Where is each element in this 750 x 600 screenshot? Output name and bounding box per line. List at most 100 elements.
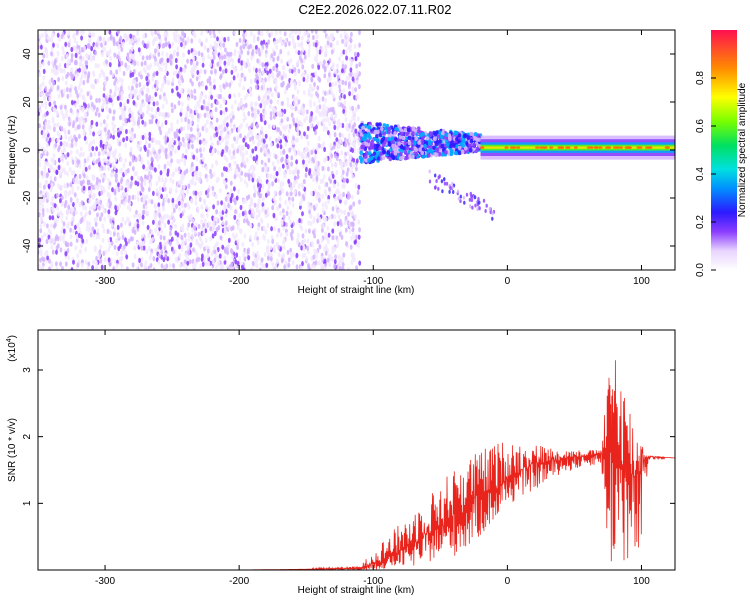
spectrogram-cell: [257, 198, 261, 204]
spectrogram-cell: [259, 193, 263, 199]
spectrogram-cell: [163, 75, 167, 81]
spectrogram-cell: [138, 107, 142, 114]
spectrogram-cell: [312, 126, 316, 132]
spectrogram-cell: [336, 74, 340, 80]
spectrogram-cell: [138, 242, 142, 248]
spectrogram-cell: [196, 100, 199, 106]
spectrogram-cell: [338, 122, 342, 128]
spectrogram-cell: [178, 193, 182, 199]
spectrogram-cell: [232, 125, 236, 131]
spectrogram-cell: [186, 201, 190, 208]
spectrogram-cell: [233, 214, 237, 220]
spectrogram-cell: [266, 222, 270, 228]
spectrogram-cell: [121, 234, 125, 240]
spectrogram-cell: [271, 261, 275, 267]
spectrogram-cell: [121, 41, 125, 47]
spectrogram-cell: [112, 109, 116, 115]
spectrogram-cell: [167, 153, 171, 159]
spectrogram-cell: [258, 187, 262, 193]
spectrogram-cell: [232, 154, 236, 160]
spectrogram-cell: [224, 220, 228, 226]
spectrogram-cell: [60, 195, 64, 201]
spectrogram-cell: [330, 256, 333, 262]
spectrogram-cell: [223, 98, 226, 105]
spectrogram-cell: [222, 69, 225, 75]
spectrogram-cell: [118, 152, 122, 158]
spectrogram-cell: [328, 82, 332, 88]
spectrogram-cell: [279, 144, 283, 150]
spectrogram-cell: [104, 131, 108, 137]
spectrogram-cell: [289, 251, 293, 257]
spectrogram-cell: [122, 70, 126, 77]
spectrogram-cell: [433, 136, 437, 142]
spectrogram-cell: [38, 237, 42, 243]
spectrogram-cell: [235, 195, 239, 201]
spectrogram-cell: [334, 254, 337, 260]
spectrogram-cell: [256, 182, 260, 188]
spectrogram-cell: [320, 143, 324, 150]
spectrogram-cell: [89, 56, 93, 63]
spectrogram-cell: [124, 142, 127, 148]
spectrogram-cell: [296, 137, 299, 143]
spectrogram-cell: [38, 173, 41, 179]
spectrogram-cell: [70, 57, 74, 63]
spectrogram-cell: [180, 179, 184, 185]
spectrogram-cell: [87, 103, 90, 109]
spectrogram-cell: [153, 212, 157, 218]
spectrogram-cell: [160, 122, 164, 128]
spectrogram-cell: [146, 151, 150, 158]
spectrogram-cell: [195, 170, 199, 177]
spectrogram-cell: [282, 240, 285, 246]
spectrogram-cell: [55, 169, 59, 175]
spectrogram-cell: [163, 30, 167, 36]
spectrogram-cell: [227, 237, 231, 243]
spectrogram-cell: [142, 33, 146, 39]
spectrogram-cell: [130, 46, 134, 52]
spectrogram-cell: [88, 164, 91, 170]
spectrogram-cell: [297, 99, 301, 105]
spectrogram-cell: [339, 33, 343, 39]
spectrogram-cell: [142, 203, 146, 209]
spectrogram-cell: [230, 261, 234, 267]
spectrogram-cell: [172, 249, 176, 255]
spectrogram-cell: [292, 146, 296, 152]
spectrogram-cell: [255, 160, 259, 166]
spectrogram-cell: [157, 140, 161, 146]
spectrogram-cell: [428, 141, 432, 146]
spectrogram-cell: [333, 214, 337, 220]
spectrogram-cell: [102, 86, 106, 92]
spectrogram-cell: [83, 97, 86, 103]
spectrogram-cell: [316, 213, 320, 219]
spectrogram-cell: [248, 209, 252, 215]
spectrogram-cell: [141, 112, 145, 118]
spectrogram-cell: [330, 113, 334, 119]
spectrogram-cell: [229, 166, 233, 172]
spectrogram-cell: [331, 64, 335, 70]
spectrogram-cell: [52, 80, 55, 86]
spectrogram-cell: [126, 35, 130, 41]
spectrogram-cell: [160, 57, 164, 63]
spectrogram-cell: [101, 173, 104, 179]
spectrogram-cell: [286, 164, 290, 170]
spectrogram-cell: [79, 30, 83, 36]
spectrogram-cell: [355, 265, 358, 270]
spectrogram-cell: [242, 60, 246, 66]
spectrogram-cell: [107, 198, 111, 204]
spectrogram-cell: [166, 256, 170, 262]
spectrogram-cell: [305, 109, 309, 115]
spectrogram-cell: [251, 49, 255, 55]
spectrogram-cell: [38, 169, 41, 175]
spectrogram-cell: [337, 101, 340, 107]
spectrogram-cell: [116, 131, 120, 138]
spectrogram-cell: [126, 98, 130, 104]
spectrogram-cell: [264, 209, 268, 215]
spectrogram-cell: [74, 162, 78, 168]
spectrogram-cell: [302, 76, 306, 82]
spectrogram-cell: [133, 213, 137, 219]
spectrogram-cell: [333, 246, 337, 252]
spectrogram-cell: [141, 220, 145, 226]
spectrogram-cell: [175, 133, 179, 139]
spectrogram-cell: [436, 134, 441, 139]
spectrogram-cell: [187, 250, 191, 256]
spectrogram-cell: [265, 262, 269, 268]
